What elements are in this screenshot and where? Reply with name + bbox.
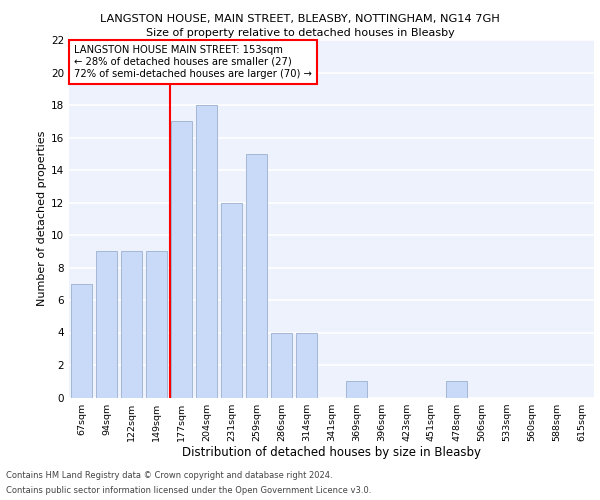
X-axis label: Distribution of detached houses by size in Bleasby: Distribution of detached houses by size … <box>182 446 481 460</box>
Text: Contains HM Land Registry data © Crown copyright and database right 2024.: Contains HM Land Registry data © Crown c… <box>6 471 332 480</box>
Y-axis label: Number of detached properties: Number of detached properties <box>37 131 47 306</box>
Bar <box>196 105 217 398</box>
Bar <box>71 284 92 398</box>
Text: LANGSTON HOUSE, MAIN STREET, BLEASBY, NOTTINGHAM, NG14 7GH: LANGSTON HOUSE, MAIN STREET, BLEASBY, NO… <box>100 14 500 24</box>
Bar <box>221 202 242 398</box>
Bar <box>96 252 117 398</box>
Bar <box>346 381 367 398</box>
Bar <box>296 332 317 398</box>
Text: Size of property relative to detached houses in Bleasby: Size of property relative to detached ho… <box>146 28 454 38</box>
Bar <box>271 332 292 398</box>
Bar <box>171 122 192 398</box>
Text: Contains public sector information licensed under the Open Government Licence v3: Contains public sector information licen… <box>6 486 371 495</box>
Bar <box>446 381 467 398</box>
Bar <box>146 252 167 398</box>
Text: LANGSTON HOUSE MAIN STREET: 153sqm
← 28% of detached houses are smaller (27)
72%: LANGSTON HOUSE MAIN STREET: 153sqm ← 28%… <box>74 46 312 78</box>
Bar <box>246 154 267 398</box>
Bar <box>121 252 142 398</box>
